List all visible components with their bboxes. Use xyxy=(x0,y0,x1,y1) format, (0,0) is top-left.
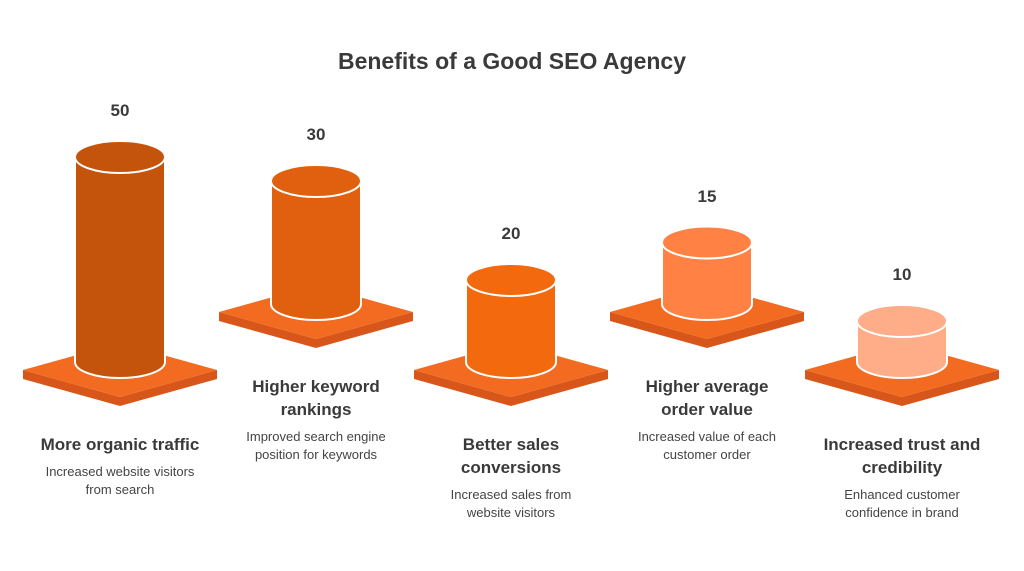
value-label: 20 xyxy=(501,224,521,243)
cylinder-top xyxy=(465,263,557,297)
cylinder-body xyxy=(74,156,166,379)
platform-side xyxy=(414,370,608,406)
cylinder-body xyxy=(270,180,362,321)
chart-title: Benefits of a Good SEO Agency xyxy=(337,48,687,74)
value-label: 50 xyxy=(110,101,130,120)
platform-side xyxy=(23,370,217,406)
category-label: Better sales conversions xyxy=(460,435,562,477)
value-label: 15 xyxy=(697,186,717,206)
description: Increased value of each customer order xyxy=(637,429,777,462)
description: Enhanced customer confidence in brand xyxy=(844,487,960,520)
value-label: 30 xyxy=(306,125,326,144)
category-label: Higher keyword rankings xyxy=(252,377,380,419)
cylinder-top xyxy=(270,164,362,198)
category-label: More organic traffic xyxy=(40,435,200,454)
platform-side xyxy=(805,370,999,406)
description: Increased sales from website visitors xyxy=(450,487,572,520)
description: Improved search engine position for keyw… xyxy=(246,429,386,462)
cylinder-top xyxy=(856,304,948,338)
cylinder-body xyxy=(661,241,753,321)
value-label: 10 xyxy=(892,265,912,284)
cylinder-top xyxy=(74,140,166,174)
platform-side xyxy=(610,312,804,348)
category-label: Higher average order value xyxy=(645,377,769,419)
platform-side xyxy=(219,312,413,348)
category-label: Increased trust and credibility xyxy=(823,435,981,477)
description: Increased website visitors from search xyxy=(45,464,195,497)
cylinder-body xyxy=(465,279,557,379)
cylinder-top xyxy=(661,225,753,260)
